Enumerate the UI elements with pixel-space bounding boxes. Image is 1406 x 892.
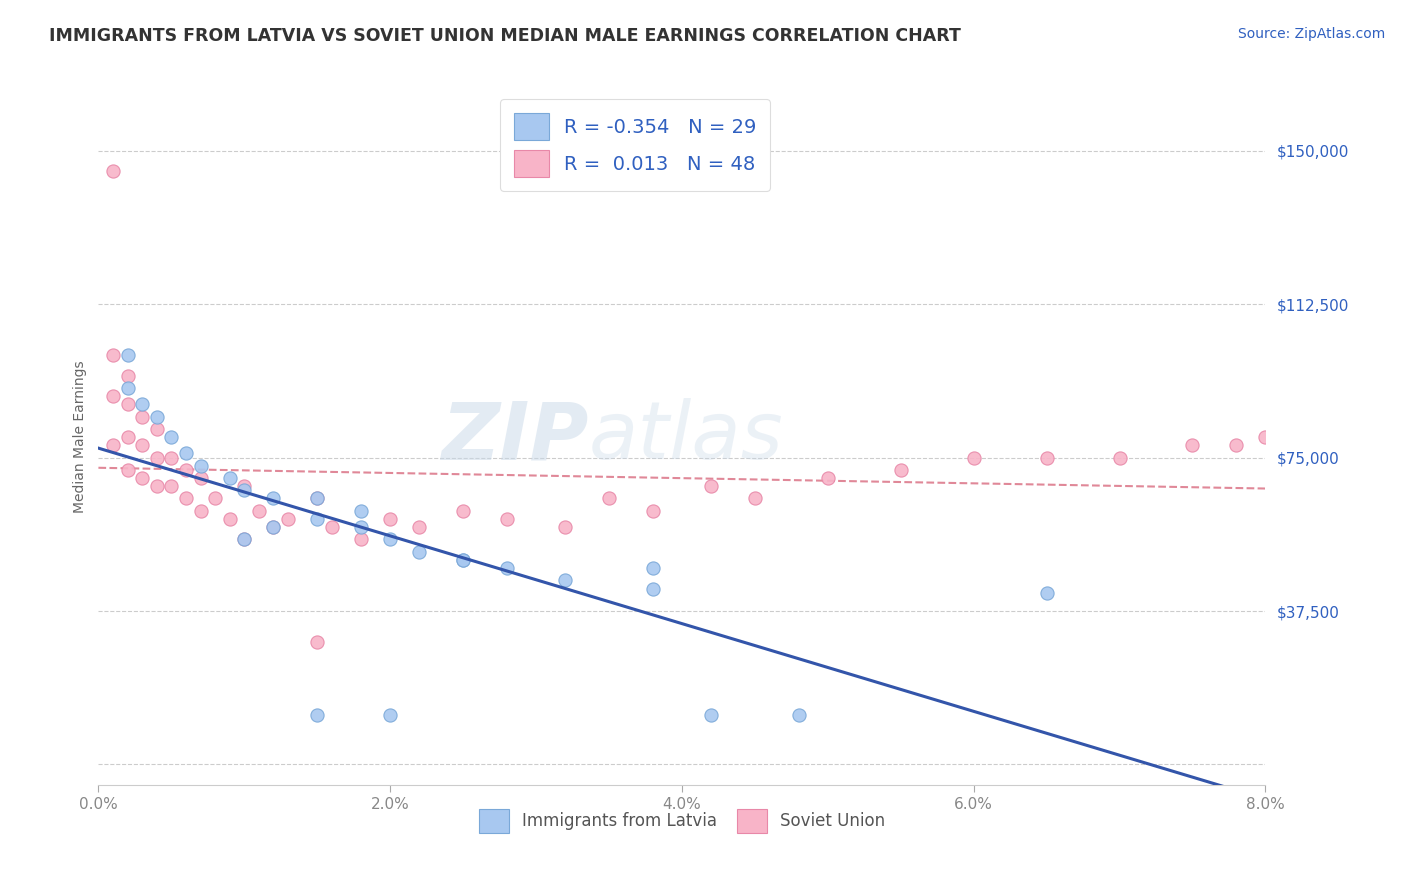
Point (496, 512, 519, 526)
Legend: Immigrants from Latvia, Soviet Union: Immigrants from Latvia, Soviet Union (472, 802, 891, 839)
Point (817, 471, 839, 485)
Point (496, 561, 519, 575)
Point (218, 512, 240, 526)
Point (117, 463, 139, 477)
Point (204, 491, 226, 506)
Point (641, 504, 664, 518)
Point (174, 491, 197, 506)
Point (890, 463, 912, 477)
Point (380, 708, 402, 723)
Point (117, 430, 139, 444)
Point (262, 520, 284, 534)
Point (962, 450, 984, 465)
Point (1108, 450, 1130, 465)
Point (321, 520, 343, 534)
Text: Source: ZipAtlas.com: Source: ZipAtlas.com (1237, 27, 1385, 41)
Point (174, 463, 197, 477)
Point (190, 458, 212, 473)
Point (190, 471, 212, 485)
Point (451, 553, 474, 567)
Point (641, 561, 664, 575)
Y-axis label: Median Male Earnings: Median Male Earnings (73, 360, 87, 514)
Point (307, 708, 329, 723)
Point (1254, 430, 1277, 444)
Point (451, 504, 474, 518)
Text: atlas: atlas (589, 398, 783, 476)
Point (350, 520, 373, 534)
Point (101, 438, 124, 452)
Point (700, 479, 723, 493)
Point (307, 634, 329, 648)
Point (1035, 585, 1057, 599)
Point (307, 512, 329, 526)
Point (146, 479, 169, 493)
Point (233, 533, 256, 547)
Point (101, 389, 124, 403)
Point (160, 479, 183, 493)
Point (190, 504, 212, 518)
Point (554, 520, 576, 534)
Point (350, 533, 373, 547)
Point (146, 450, 169, 465)
Point (408, 544, 430, 558)
Point (160, 430, 183, 444)
Point (131, 438, 153, 452)
Point (554, 574, 576, 588)
Point (787, 708, 810, 723)
Point (101, 348, 124, 362)
Point (408, 520, 430, 534)
Point (174, 446, 197, 460)
Point (101, 164, 124, 178)
Point (117, 348, 139, 362)
Point (131, 397, 153, 411)
Point (233, 479, 256, 493)
Text: IMMIGRANTS FROM LATVIA VS SOVIET UNION MEDIAN MALE EARNINGS CORRELATION CHART: IMMIGRANTS FROM LATVIA VS SOVIET UNION M… (49, 27, 962, 45)
Point (700, 708, 723, 723)
Point (160, 450, 183, 465)
Point (146, 422, 169, 436)
Point (262, 520, 284, 534)
Point (233, 483, 256, 498)
Point (218, 471, 240, 485)
Point (262, 491, 284, 506)
Point (380, 512, 402, 526)
Text: ZIP: ZIP (441, 398, 589, 476)
Point (598, 491, 620, 506)
Point (277, 512, 299, 526)
Point (350, 504, 373, 518)
Point (117, 397, 139, 411)
Point (117, 381, 139, 395)
Point (380, 533, 402, 547)
Point (307, 491, 329, 506)
Point (1035, 450, 1057, 465)
Point (233, 533, 256, 547)
Point (131, 471, 153, 485)
Point (641, 582, 664, 596)
Point (131, 409, 153, 424)
Point (1225, 438, 1247, 452)
Point (744, 491, 766, 506)
Point (307, 491, 329, 506)
Point (146, 409, 169, 424)
Point (247, 504, 270, 518)
Point (1181, 438, 1204, 452)
Point (451, 553, 474, 567)
Point (117, 368, 139, 383)
